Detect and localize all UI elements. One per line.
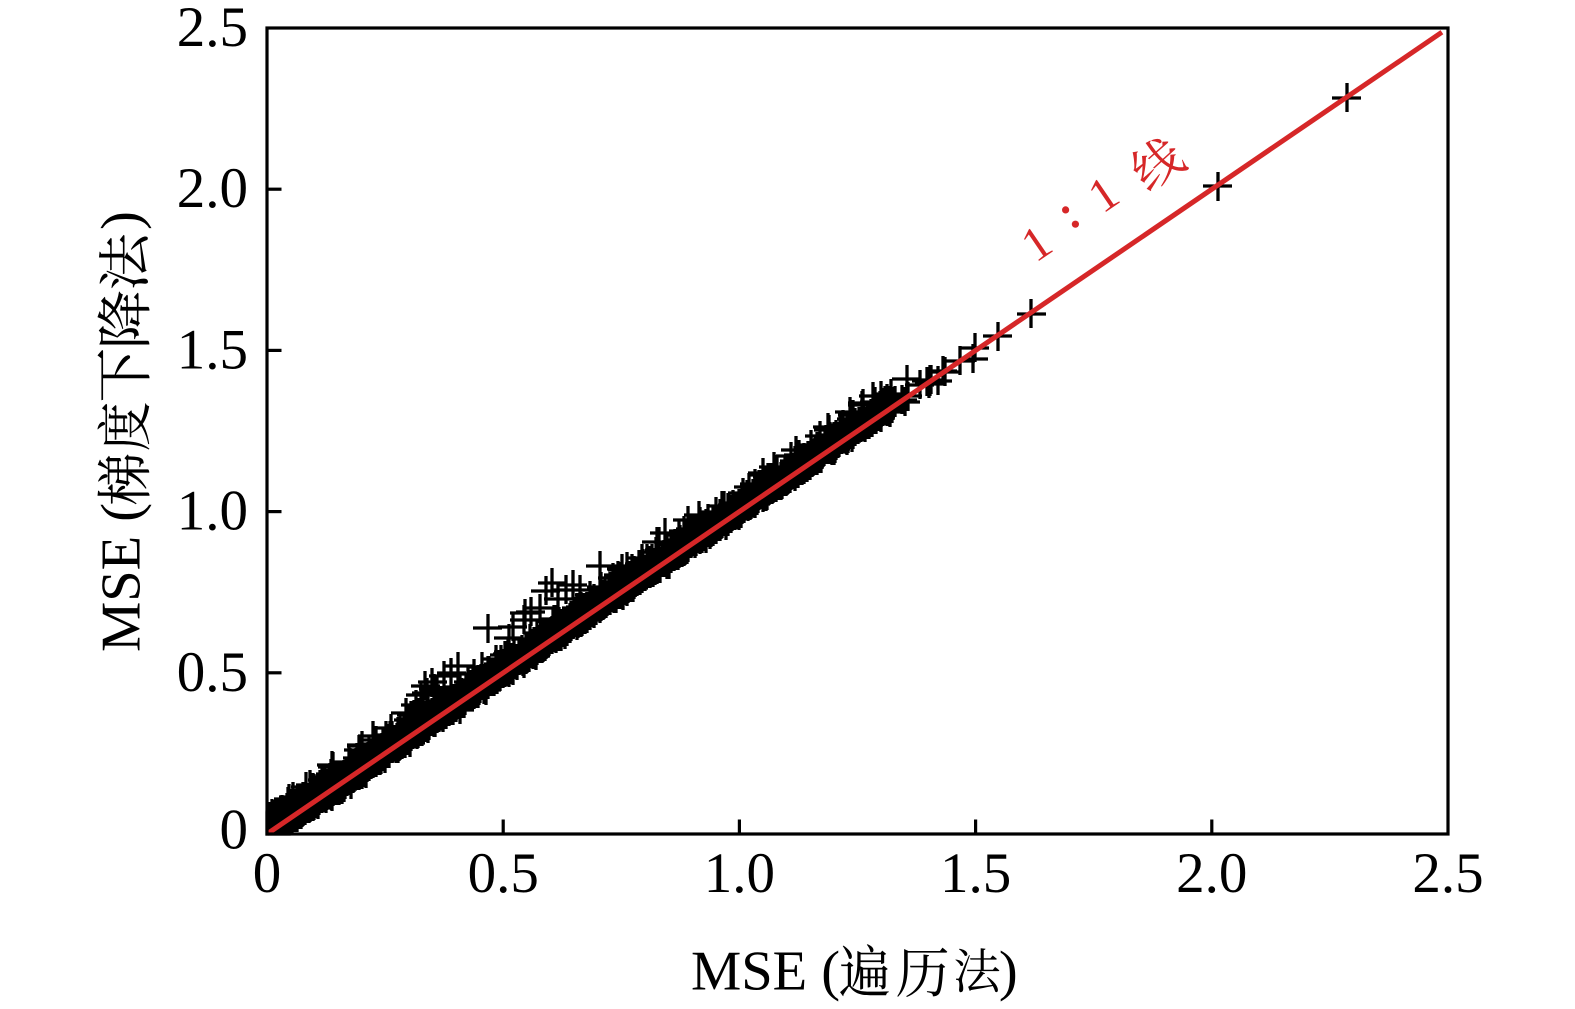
- svg-text:1.5: 1.5: [177, 318, 248, 381]
- svg-text:2.5: 2.5: [177, 0, 248, 59]
- svg-text:1.0: 1.0: [704, 842, 775, 905]
- svg-text:1.0: 1.0: [177, 480, 248, 543]
- svg-text:0.5: 0.5: [177, 641, 248, 704]
- svg-text:2.0: 2.0: [177, 157, 248, 220]
- svg-text:0.5: 0.5: [468, 842, 539, 905]
- svg-text:): ): [91, 211, 153, 230]
- svg-text:0: 0: [253, 842, 282, 905]
- svg-text:1.5: 1.5: [940, 842, 1011, 905]
- svg-text:MSE (: MSE (: [691, 941, 840, 1003]
- svg-text:2.0: 2.0: [1176, 842, 1247, 905]
- svg-text:): ): [999, 941, 1018, 1003]
- svg-text:0: 0: [220, 799, 249, 862]
- svg-text:2.5: 2.5: [1412, 842, 1483, 905]
- svg-text:MSE (: MSE (: [91, 503, 153, 652]
